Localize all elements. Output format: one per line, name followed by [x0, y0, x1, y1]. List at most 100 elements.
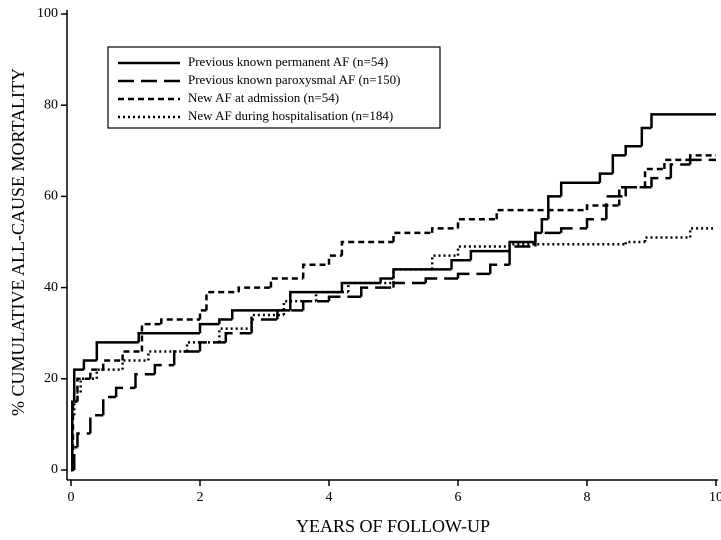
km-step [134, 372, 155, 388]
km-step [147, 350, 188, 361]
km-step [276, 309, 304, 320]
km-step [650, 176, 671, 188]
km-step [231, 309, 291, 320]
km-step [669, 163, 691, 179]
legend-label: Previous known permanent AF (n=54) [188, 54, 388, 69]
km-step [76, 432, 91, 448]
km-step [547, 195, 562, 220]
km-step [640, 126, 652, 147]
km-step [82, 359, 97, 370]
km-step [624, 240, 646, 245]
km-step [456, 272, 491, 279]
km-step [430, 254, 458, 270]
km-step [282, 300, 317, 315]
km-step [430, 227, 458, 233]
km-step [301, 300, 329, 311]
km-step [224, 331, 252, 343]
km-step [198, 309, 207, 320]
km-step [643, 236, 691, 242]
km-step [269, 277, 304, 288]
y-axis-title: % CUMULATIVE ALL-CAUSE MORTALITY [8, 68, 28, 416]
km-step [198, 341, 226, 352]
km-step [624, 186, 652, 197]
legend-label: New AF during hospitalisation (n=184) [188, 108, 393, 123]
km-step [508, 243, 626, 247]
km-step [379, 277, 394, 284]
x-tick-label: 4 [326, 490, 333, 505]
km-step [89, 414, 104, 434]
km-step [121, 350, 142, 361]
km-step [71, 400, 78, 470]
y-tick-label: 0 [51, 462, 58, 477]
y-tick-label: 80 [44, 97, 58, 112]
km-step [237, 286, 271, 293]
km-step [489, 263, 510, 274]
legend-label: New AF at admission (n=54) [188, 90, 339, 105]
km-step [185, 341, 220, 352]
x-tick-label: 8 [584, 490, 591, 505]
km-step [72, 445, 78, 470]
km-step [289, 290, 342, 311]
km-step [340, 240, 394, 256]
km-step [450, 258, 471, 270]
legend [107, 46, 441, 129]
km-step [314, 290, 349, 302]
km-step [79, 377, 97, 393]
y-tick-label: 100 [37, 6, 58, 21]
y-tick-label: 40 [44, 280, 58, 295]
km-step [508, 245, 536, 265]
x-tick-label: 2 [197, 490, 204, 505]
km-step [663, 158, 691, 170]
km-step [137, 331, 200, 343]
km-step [72, 368, 84, 402]
km-step [469, 249, 510, 261]
km-step [611, 154, 626, 174]
km-step [688, 227, 716, 238]
km-step [102, 395, 117, 416]
km-step [618, 186, 646, 206]
km-step [605, 195, 626, 220]
km-step [650, 113, 716, 128]
km-step [327, 254, 342, 265]
km-step [598, 172, 613, 183]
km-step [624, 144, 642, 156]
km-step [456, 217, 497, 229]
km-step [559, 227, 587, 233]
km-step [198, 322, 220, 334]
km-step [76, 377, 91, 402]
km-step [89, 368, 104, 379]
km-step [250, 318, 278, 334]
km-step [585, 217, 607, 229]
km-step [534, 231, 562, 247]
km-step [95, 368, 123, 379]
km-step [688, 158, 716, 165]
km-step [121, 359, 149, 370]
km-step [205, 290, 239, 311]
km-step [140, 322, 162, 352]
km-step [250, 313, 284, 329]
km-step [688, 154, 716, 160]
y-tick-label: 60 [44, 189, 58, 204]
km-step [392, 268, 452, 279]
y-tick-label: 20 [44, 371, 58, 386]
km-step [172, 350, 200, 366]
x-axis-title: YEARS OF FOLLOW-UP [296, 516, 490, 536]
km-step [114, 386, 136, 398]
km-step [424, 277, 458, 284]
km-step [495, 208, 587, 220]
km-step [153, 363, 175, 375]
km-step [218, 318, 233, 325]
km-step [301, 263, 329, 279]
km-step [95, 341, 139, 361]
km-step [392, 281, 426, 288]
x-tick-label: 10 [709, 490, 721, 505]
km-step [102, 359, 123, 370]
km-step [218, 327, 252, 343]
km-step [160, 318, 200, 325]
km-step [360, 286, 394, 297]
x-tick-label: 6 [455, 490, 462, 505]
km-step [392, 231, 433, 242]
km-step [540, 217, 549, 233]
km-step [643, 167, 665, 188]
